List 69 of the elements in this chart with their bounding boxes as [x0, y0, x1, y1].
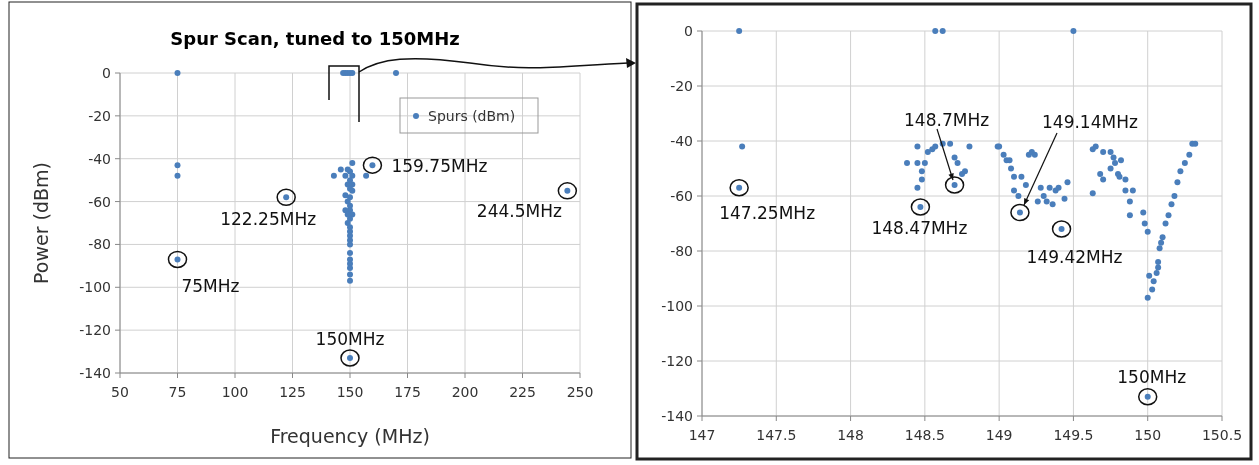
y-tick-label: -120	[661, 353, 693, 369]
point	[363, 172, 370, 179]
point	[174, 162, 181, 169]
y-tick-label: -40	[670, 133, 693, 149]
point	[347, 265, 353, 271]
y-tick-label: -120	[79, 322, 111, 339]
y-tick-label: -40	[88, 150, 111, 167]
y-tick-label: -60	[88, 193, 111, 210]
point	[349, 181, 356, 188]
x-tick-label: 50	[111, 384, 129, 400]
point	[347, 271, 353, 278]
x-tick-label: 200	[451, 384, 479, 400]
x-tick-label: 75	[168, 384, 187, 400]
y-tick-label: -60	[670, 188, 693, 204]
annotation: 147.25MHz	[719, 202, 816, 223]
point	[393, 70, 399, 76]
point	[347, 241, 353, 248]
x-tick-label: 150	[1134, 427, 1162, 443]
annotation: 122.25MHz	[220, 209, 317, 230]
y-tick-label: -80	[88, 236, 111, 253]
point	[344, 211, 351, 218]
point	[337, 166, 344, 173]
x-tick-label: 149.5	[1053, 427, 1094, 443]
annotation: 149.42MHz	[1026, 247, 1123, 267]
y-tick-label: 0	[684, 23, 693, 39]
point	[347, 177, 353, 184]
point	[349, 160, 356, 166]
point	[342, 207, 349, 214]
y-tick-label: -100	[79, 279, 111, 296]
y-tick-label: 0	[102, 65, 111, 81]
annotation: 148.47MHz	[871, 218, 968, 238]
point	[347, 250, 353, 256]
chart-title: Spur Scan, tuned to 150MHz	[170, 28, 460, 49]
y-tick-label: -20	[670, 78, 693, 94]
x-tick-label: 175	[394, 384, 421, 400]
y-tick-label: -100	[661, 298, 693, 314]
annotation: 244.5MHz	[476, 200, 562, 221]
x-tick-label: 150.5	[1201, 427, 1243, 443]
x-tick-label: 149	[985, 427, 1013, 443]
annotation: 149.14MHz	[1042, 111, 1138, 132]
point	[330, 172, 337, 179]
x-tick-label: 148	[837, 427, 864, 443]
point	[347, 277, 353, 284]
point	[174, 172, 181, 179]
annotation: 148.7MHz	[904, 110, 990, 130]
annotation: 75MHz	[181, 276, 240, 297]
annotation: 150MHz	[1117, 366, 1187, 387]
x-tick-label: 225	[509, 384, 536, 400]
x-axis-title: Frequency (MHz)	[270, 425, 430, 447]
point	[347, 224, 353, 231]
x-tick-label: 150	[336, 384, 364, 400]
y-tick-label: -20	[88, 107, 111, 124]
point	[174, 70, 181, 76]
point	[342, 172, 349, 179]
x-tick-label: 100	[221, 384, 249, 400]
y-axis-title: Power (dBm)	[30, 162, 52, 284]
point	[342, 192, 349, 199]
x-tick-label: 125	[279, 384, 306, 400]
annotation: 150MHz	[315, 329, 385, 349]
x-tick-label: 148.5	[904, 427, 945, 443]
point	[347, 194, 353, 201]
y-tick-label: -140	[661, 408, 693, 424]
legend-label: Spurs (dBm)	[428, 108, 516, 124]
x-tick-label: 147.5	[756, 427, 797, 443]
y-tick-label: -140	[79, 365, 111, 381]
annotation: 159.75MHz	[391, 156, 488, 177]
y-tick-label: -80	[670, 243, 693, 259]
x-tick-label: 250	[566, 384, 594, 400]
x-tick-label: 147	[688, 427, 716, 443]
